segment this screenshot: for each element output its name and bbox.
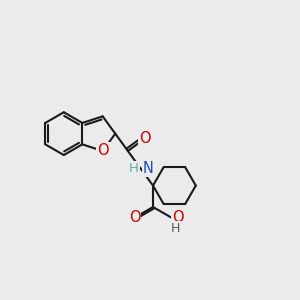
Text: N: N [143,161,154,176]
Text: O: O [139,131,151,146]
Text: H: H [129,162,139,175]
Text: O: O [129,210,140,225]
Text: O: O [172,210,184,225]
Text: H: H [171,223,180,236]
Text: O: O [97,143,109,158]
